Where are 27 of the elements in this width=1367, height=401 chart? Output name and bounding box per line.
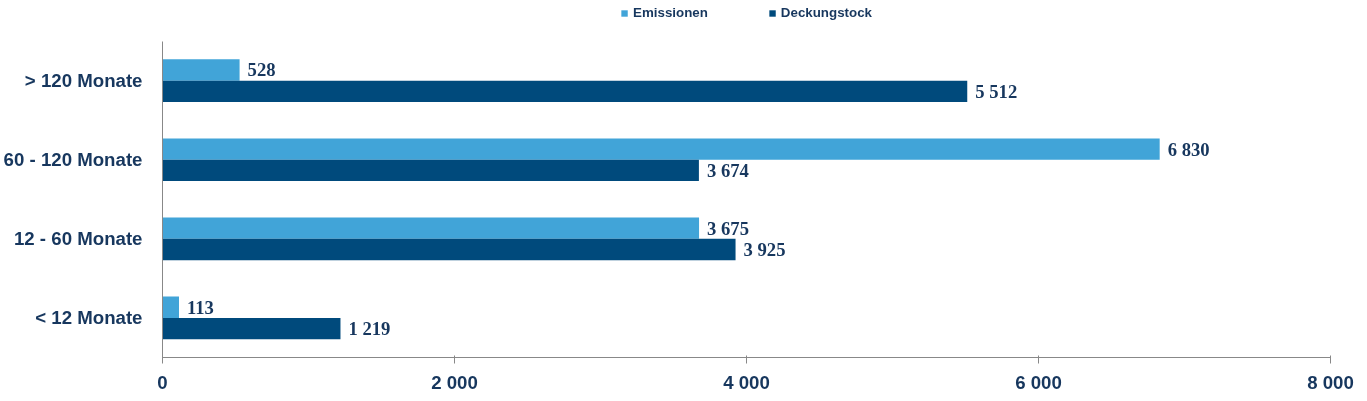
legend-label: Deckungstock [780,5,872,20]
y-tick-label: 60 - 120 Monate [3,149,143,171]
bar [162,59,240,81]
bar [162,317,341,340]
data-label: 6 830 [1167,138,1210,160]
bar [162,159,699,182]
data-label: 3 675 [707,217,750,239]
bar [162,238,736,261]
data-label: 3 925 [743,239,786,261]
bar [162,138,1160,160]
bar [162,217,700,239]
data-label: 113 [187,296,214,318]
x-tick-label: 6 000 [1015,371,1062,393]
data-label: 3 674 [706,159,749,181]
data-label: 528 [247,59,276,81]
y-tick-label: > 120 Monate [24,70,143,92]
x-tick-label: 8 000 [1307,371,1354,393]
y-tick-label: < 12 Monate [35,307,143,329]
bar [162,296,179,318]
data-label: 5 512 [975,80,1018,102]
legend-label: Emissionen [633,5,708,20]
data-label: 1 219 [348,318,391,340]
bar [162,80,968,102]
x-tick-label: 4 000 [723,371,770,393]
x-tick-label: 2 000 [431,371,478,393]
y-tick-label: 12 - 60 Monate [13,228,143,250]
x-tick-label: 0 [157,371,168,393]
